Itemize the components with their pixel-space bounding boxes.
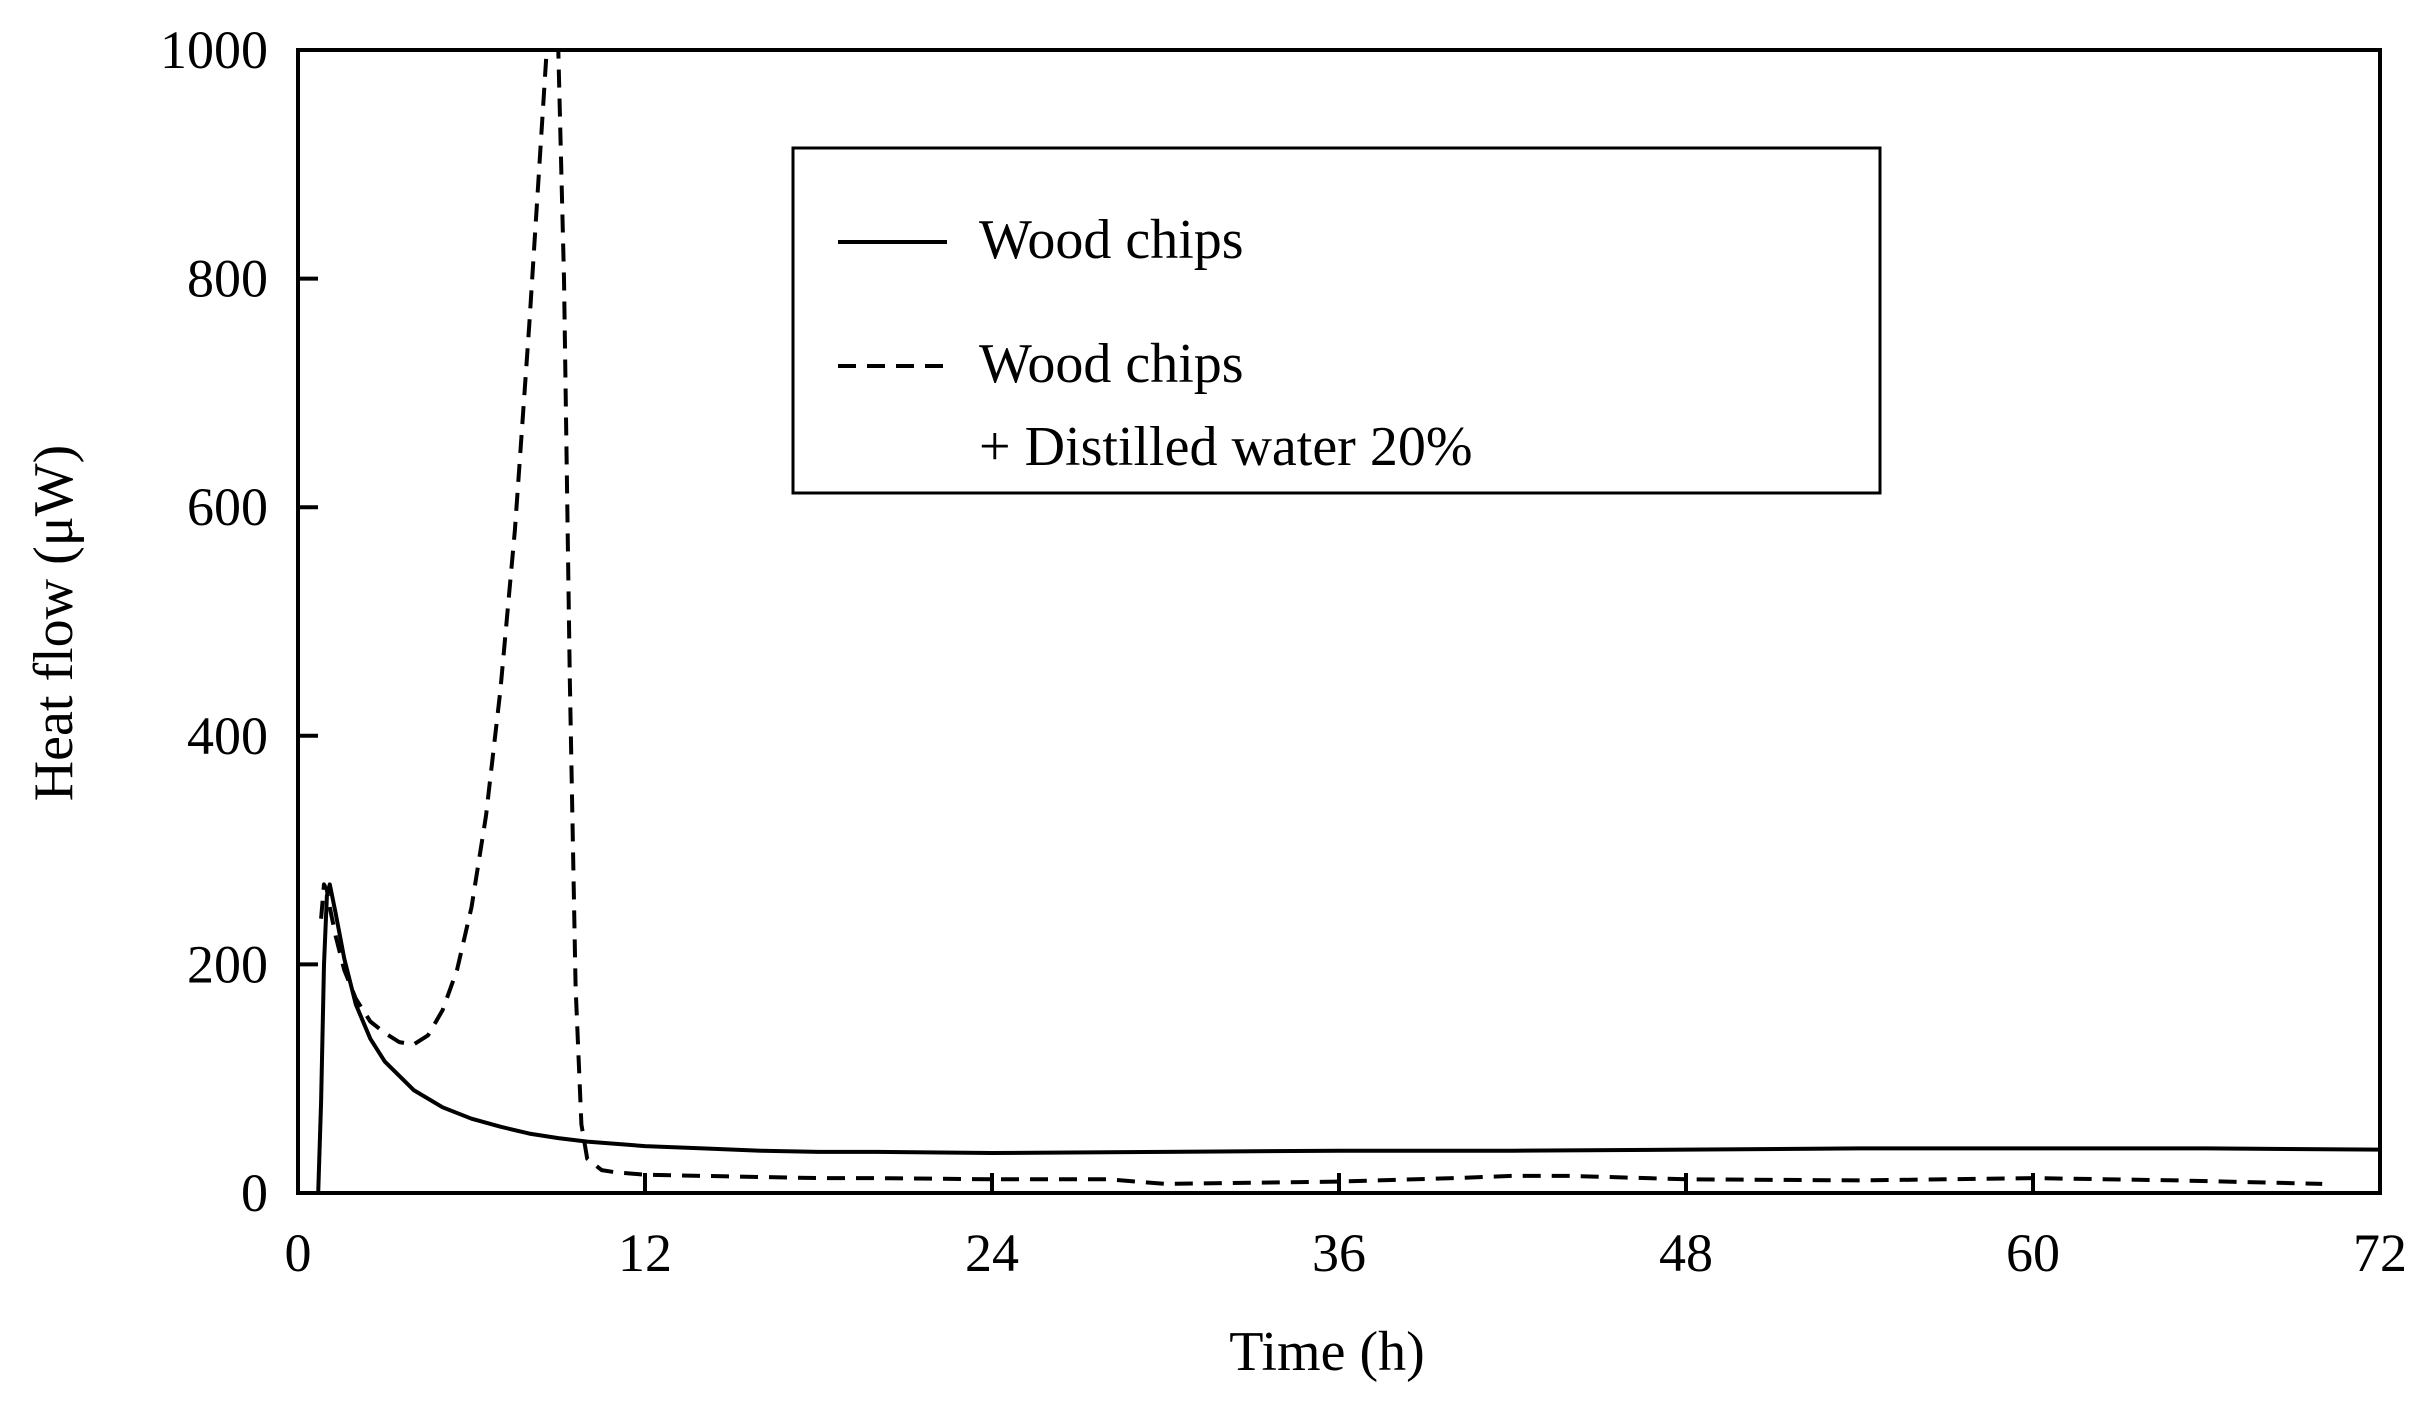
- y-tick-label: 400: [187, 706, 268, 766]
- x-axis-title: Time (h): [1229, 1321, 1425, 1383]
- y-tick-label: 800: [187, 249, 268, 309]
- x-tick-label: 12: [618, 1223, 672, 1283]
- x-tick-label: 24: [965, 1223, 1019, 1283]
- legend: Wood chips Wood chips + Distilled water …: [791, 146, 1882, 495]
- y-tick-label: 1000: [160, 20, 268, 80]
- x-tick-label: 36: [1312, 1223, 1366, 1283]
- x-tick-label: 0: [285, 1223, 312, 1283]
- y-axis-title: Heat flow (μW): [23, 445, 85, 802]
- legend-label-wood-chips-water-line1: Wood chips: [979, 333, 1244, 395]
- plot-frame: [296, 48, 2382, 1195]
- x-tick-label: 60: [2006, 1223, 2060, 1283]
- y-tick-label: 200: [187, 934, 268, 994]
- x-tick-label: 72: [2353, 1223, 2407, 1283]
- legend-label-wood-chips: Wood chips: [979, 209, 1244, 271]
- plot-marks: [316, 48, 2381, 1194]
- legend-label-wood-chips-water-line2: + Distilled water 20%: [979, 416, 1472, 478]
- x-tick-label: 48: [1659, 1223, 1713, 1283]
- series-line-wood-chips: [316, 882, 2381, 1194]
- y-tick-label: 0: [241, 1163, 268, 1223]
- y-tick-label: 600: [187, 477, 268, 537]
- series-line-wood-chips-water: [319, 48, 2323, 1186]
- legend-box: [791, 146, 1882, 495]
- axis-ticks: 0 12 24 36 48 60 72 0 200 400 600 800 1000: [160, 20, 2407, 1283]
